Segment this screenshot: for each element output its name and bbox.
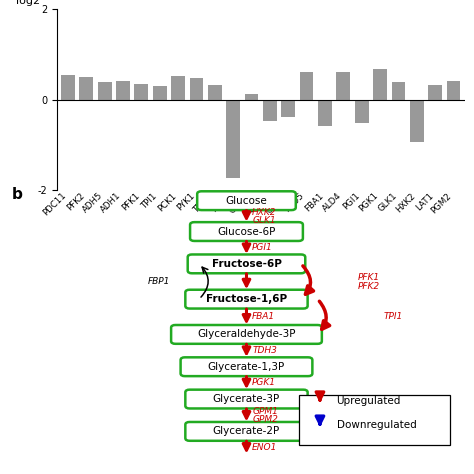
Text: HXK2: HXK2 <box>252 208 277 217</box>
Bar <box>116 81 130 100</box>
Bar <box>428 85 442 100</box>
Bar <box>135 84 148 100</box>
Text: Glycerate-3P: Glycerate-3P <box>213 394 280 404</box>
Text: Glucose-6P: Glucose-6P <box>217 227 276 237</box>
Text: TDH3: TDH3 <box>252 346 277 355</box>
Bar <box>61 75 75 100</box>
Text: PGK1: PGK1 <box>252 378 276 387</box>
Bar <box>98 82 111 100</box>
Text: GPM1: GPM1 <box>252 407 278 416</box>
Bar <box>153 86 166 100</box>
Text: PGI1: PGI1 <box>252 243 273 252</box>
Text: GPM2: GPM2 <box>252 415 278 424</box>
Text: GLK1: GLK1 <box>252 216 276 225</box>
Text: Downregulated: Downregulated <box>337 420 416 430</box>
Text: TPI1: TPI1 <box>384 312 403 321</box>
FancyBboxPatch shape <box>185 290 308 309</box>
Bar <box>282 100 295 117</box>
Text: Fructose-1,6P: Fructose-1,6P <box>206 294 287 304</box>
Bar <box>226 100 240 178</box>
Text: b: b <box>12 188 23 202</box>
FancyBboxPatch shape <box>185 390 308 409</box>
Text: FBP1: FBP1 <box>147 277 170 286</box>
Text: Glycerate-2P: Glycerate-2P <box>213 427 280 437</box>
Text: Glucose: Glucose <box>226 196 267 206</box>
Bar <box>171 76 185 100</box>
Bar <box>318 100 332 126</box>
Bar <box>245 94 258 100</box>
Bar <box>373 69 387 100</box>
Text: PFK2: PFK2 <box>358 282 380 291</box>
Bar <box>208 85 222 100</box>
Text: ENO1: ENO1 <box>252 443 278 452</box>
Bar <box>79 77 93 100</box>
FancyBboxPatch shape <box>171 325 322 344</box>
Text: Glyceraldehyde-3P: Glyceraldehyde-3P <box>197 329 296 339</box>
Text: Fructose-6P: Fructose-6P <box>211 259 282 269</box>
Bar <box>355 100 369 123</box>
Text: Glycerate-1,3P: Glycerate-1,3P <box>208 362 285 372</box>
Bar <box>447 81 460 100</box>
FancyBboxPatch shape <box>181 357 312 376</box>
Text: PFK1: PFK1 <box>358 273 380 282</box>
Bar <box>410 100 424 142</box>
FancyBboxPatch shape <box>299 395 450 445</box>
Text: Upregulated: Upregulated <box>337 396 401 406</box>
FancyBboxPatch shape <box>185 422 308 441</box>
Y-axis label: log2: log2 <box>16 0 40 6</box>
Bar <box>300 72 313 100</box>
Bar <box>263 100 277 121</box>
FancyBboxPatch shape <box>190 222 303 241</box>
Text: FBA1: FBA1 <box>252 312 275 321</box>
FancyBboxPatch shape <box>188 255 305 273</box>
FancyBboxPatch shape <box>197 191 296 210</box>
Bar <box>392 82 405 100</box>
Bar <box>190 78 203 100</box>
Bar <box>337 72 350 100</box>
